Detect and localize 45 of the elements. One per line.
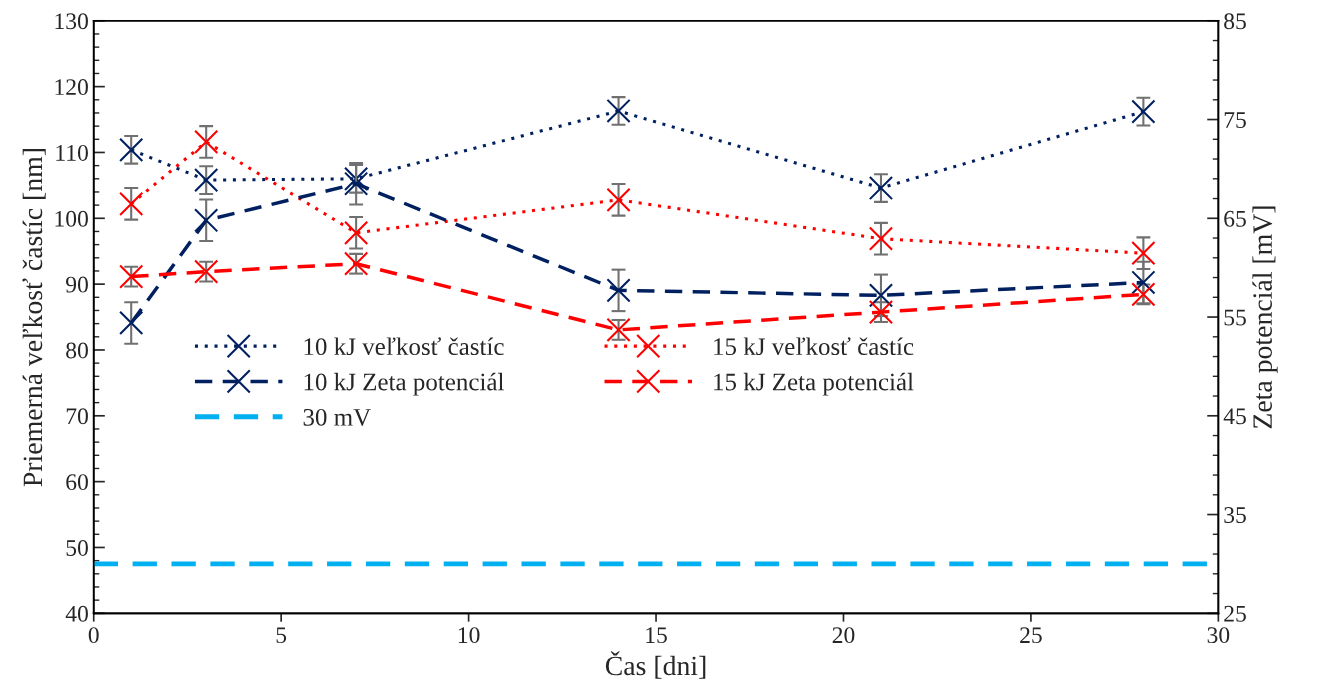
y2-tick-label: 65	[1224, 210, 1246, 227]
point	[194, 208, 219, 233]
point	[868, 226, 894, 251]
point	[343, 251, 369, 276]
x-tick-label: 25	[1020, 627, 1042, 644]
x-tick-label: 30	[1207, 627, 1230, 644]
legend-label: 10 kJ Zeta potenciál	[304, 372, 504, 396]
y2-tick-label: 75	[1224, 112, 1246, 128]
point	[343, 220, 369, 245]
y-tick-label: 80	[66, 342, 88, 359]
y-tick-label: 120	[55, 79, 88, 96]
y2-tick-label: 55	[1224, 309, 1246, 326]
x-tick-label: 5	[276, 627, 287, 644]
point	[606, 278, 631, 303]
point	[1131, 241, 1156, 266]
y-tick-label: 60	[66, 474, 88, 491]
y-tick-label: 50	[66, 539, 88, 556]
point	[119, 191, 144, 216]
y-tick-label: 130	[55, 13, 88, 30]
y-tick-label: 100	[55, 210, 88, 227]
y2-tick-label: 25	[1224, 605, 1246, 622]
y2-tick-label: 45	[1223, 408, 1246, 425]
legend-label: 30 mV	[303, 408, 371, 426]
point	[868, 175, 894, 201]
y-tick-label: 110	[56, 144, 88, 161]
x-axis-title: Čas [dni]	[605, 651, 706, 679]
y2-tick-label: 35	[1224, 507, 1246, 523]
legend-label: 15 kJ veľkosť častíc	[714, 337, 914, 356]
y-axis-title: Priemerná veľkosť častíc [nm]	[22, 149, 46, 487]
y2-axis-title: Zeta potenciál [mV]	[1252, 206, 1278, 429]
y-tick-label: 90	[66, 276, 88, 293]
point	[1131, 270, 1156, 295]
x-tick-label: 0	[88, 627, 99, 644]
point	[868, 299, 894, 325]
x-tick-label: 20	[832, 627, 855, 644]
y2-tick-label: 85	[1224, 13, 1246, 30]
y-tick-label: 70	[66, 408, 88, 425]
y-tick-label: 40	[65, 605, 88, 622]
x-tick-label: 10	[458, 627, 480, 644]
legend-label: 10 kJ veľkosť častíc	[304, 337, 504, 356]
legend-label: 15 kJ Zeta potenciál	[714, 372, 914, 396]
point	[868, 283, 894, 308]
x-tick-label: 15	[646, 627, 667, 644]
point	[119, 310, 144, 336]
point	[343, 171, 369, 196]
